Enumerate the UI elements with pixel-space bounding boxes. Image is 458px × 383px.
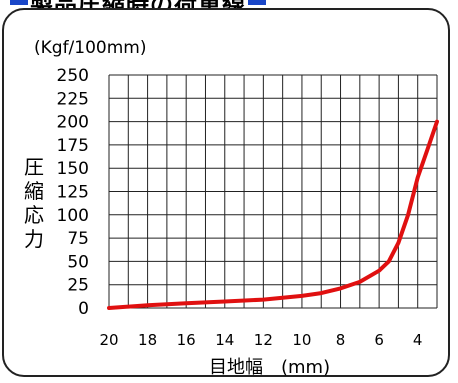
y-tick-label-8: 200 xyxy=(57,113,89,133)
title-row: 製品圧縮時の荷重線 xyxy=(0,0,458,9)
y-axis-label-char-1: 縮 xyxy=(24,179,44,203)
x-tick-label-3: 14 xyxy=(215,331,234,349)
y-axis-label-char-0: 圧 xyxy=(24,155,44,179)
x-tick-label-2: 16 xyxy=(177,331,196,349)
x-tick-label-7: 6 xyxy=(374,331,384,349)
y-tick-label-7: 175 xyxy=(57,136,89,156)
series-group xyxy=(107,119,439,310)
y-tick-label-1: 25 xyxy=(67,276,89,296)
x-tick-label-6: 8 xyxy=(336,331,346,349)
title-left-square-icon xyxy=(10,0,28,5)
x-tick-labels: 20 18 16 14 12 10 8 6 4 xyxy=(99,331,422,349)
grid xyxy=(108,74,438,309)
x-axis-label: 目地幅 (mm) xyxy=(209,357,330,378)
y-tick-label-3: 75 xyxy=(67,229,89,249)
y-tick-label-5: 125 xyxy=(57,183,89,203)
x-tick-label-0: 20 xyxy=(99,331,118,349)
title-right-square-icon xyxy=(248,0,266,5)
y-tick-label-2: 50 xyxy=(67,252,89,272)
x-tick-label-1: 18 xyxy=(138,331,157,349)
chart-title-text: 製品圧縮時の荷重線 xyxy=(30,0,246,9)
y-tick-label-6: 150 xyxy=(57,159,89,179)
unit-label: (Kgf/100mm) xyxy=(34,38,146,58)
y-tick-labels: 0 25 50 75 100 125 150 175 200 225 250 xyxy=(57,66,89,319)
chart-title: 製品圧縮時の荷重線 xyxy=(8,0,268,9)
series-line-0 xyxy=(107,119,439,310)
y-tick-label-9: 225 xyxy=(57,89,89,109)
y-axis-label-char-2: 応 xyxy=(24,203,44,227)
x-tick-label-5: 10 xyxy=(292,331,311,349)
x-tick-label-8: 4 xyxy=(413,331,423,349)
y-tick-label-10: 250 xyxy=(57,66,89,86)
y-tick-label-4: 100 xyxy=(57,206,89,226)
chart-panel xyxy=(2,8,450,377)
y-tick-label-0: 0 xyxy=(78,299,89,319)
y-axis-label-char-3: 力 xyxy=(24,227,44,251)
x-tick-label-4: 12 xyxy=(254,331,273,349)
